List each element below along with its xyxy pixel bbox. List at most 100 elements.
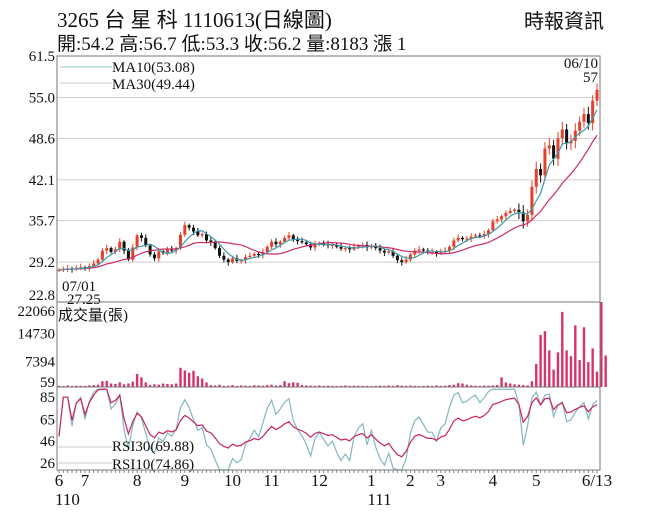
candle-body xyxy=(278,241,282,245)
volume-bar xyxy=(79,385,82,387)
volume-bar xyxy=(526,385,529,387)
candle-body xyxy=(573,130,577,141)
x-tick-label: 1 xyxy=(367,471,376,490)
volume-bar xyxy=(322,385,325,387)
candle-body xyxy=(148,245,152,255)
candle-body xyxy=(404,259,408,263)
candle-body xyxy=(183,225,187,235)
candle-body xyxy=(456,237,460,241)
candle-body xyxy=(417,249,421,251)
x-tick-label: 10 xyxy=(224,471,241,490)
candle-body xyxy=(57,269,61,271)
rsi10-legend: RSI10(74.86) xyxy=(112,457,194,473)
candle-body xyxy=(421,249,425,251)
volume-bar xyxy=(153,384,156,387)
volume-bar xyxy=(587,361,590,387)
volume-bar xyxy=(443,385,447,387)
price-y-tick: 29.2 xyxy=(29,255,55,271)
candle-body xyxy=(395,255,399,261)
candle-body xyxy=(565,129,569,144)
volume-bar xyxy=(595,371,599,387)
volume-bar xyxy=(227,385,230,387)
candle-body xyxy=(465,238,469,240)
candle-body xyxy=(187,225,191,228)
volume-bar xyxy=(218,384,221,387)
volume-bar xyxy=(435,385,438,387)
candle-body xyxy=(413,250,417,255)
price-y-tick: 48.6 xyxy=(29,131,56,147)
volume-bar xyxy=(253,385,256,387)
candle-body xyxy=(343,248,347,250)
x-tick-label: 8 xyxy=(133,471,142,490)
volume-bar xyxy=(144,382,147,387)
candle-body xyxy=(560,129,564,139)
volume-bar xyxy=(57,385,61,387)
volume-bar xyxy=(66,385,69,387)
candle-body xyxy=(291,235,295,240)
candle-body xyxy=(356,245,360,247)
candle-body xyxy=(330,244,334,246)
volume-bar xyxy=(118,382,121,387)
volume-bar xyxy=(344,385,347,387)
volume-bar xyxy=(469,385,473,387)
rsi-lines xyxy=(58,388,598,471)
volume-bar xyxy=(522,385,525,387)
volume-bar xyxy=(556,352,560,387)
volume-bar xyxy=(422,385,425,387)
volume-bar xyxy=(391,385,395,387)
candle-body xyxy=(461,237,464,240)
volume-bar xyxy=(166,383,169,387)
candle-body xyxy=(205,234,209,241)
volume-bar xyxy=(513,384,516,387)
x-tick-label: 7 xyxy=(81,471,90,490)
candle-body xyxy=(543,148,547,176)
candle-body xyxy=(482,234,486,236)
volume-bar xyxy=(270,384,273,387)
volume-bar xyxy=(231,385,234,387)
volume-bar xyxy=(565,350,568,387)
volume-bar xyxy=(478,385,482,387)
candle-body xyxy=(526,214,530,222)
volume-bar xyxy=(287,383,291,387)
volume-bar xyxy=(339,385,343,387)
volume-bar xyxy=(83,385,87,387)
x-tick-label: 4 xyxy=(489,471,498,490)
candle-body xyxy=(552,145,556,159)
candle-body xyxy=(118,241,122,250)
candle-body xyxy=(257,253,261,256)
candle-body xyxy=(105,248,109,251)
volume-bar xyxy=(140,377,143,387)
price-y-tick: 42.1 xyxy=(29,173,55,189)
volume-bar xyxy=(504,382,508,387)
volume-bar xyxy=(131,381,134,387)
volume-bar xyxy=(539,334,542,387)
volume-bar xyxy=(465,384,469,387)
volume-bar xyxy=(170,384,174,387)
x-year-label: 111 xyxy=(367,490,391,509)
volume-bar xyxy=(561,311,564,387)
candle-body xyxy=(378,248,382,251)
candle-body xyxy=(144,237,148,246)
volume-bar xyxy=(114,383,117,387)
candle-body xyxy=(109,248,113,252)
candle-body xyxy=(135,235,139,248)
chart-title: 3265 台 星 科 1110613(日線圖) xyxy=(57,8,332,32)
x-tick-label: 3 xyxy=(437,471,446,490)
candlesticks xyxy=(57,83,599,273)
volume-y-tick: 22066 xyxy=(18,304,56,320)
candle-body xyxy=(578,121,582,131)
candle-body xyxy=(335,244,339,247)
volume-bar xyxy=(187,372,191,387)
price-y-tick: 22.8 xyxy=(29,288,55,304)
candle-body xyxy=(152,254,156,259)
ma10-legend: MA10(53.08) xyxy=(112,60,195,76)
x-tick-label: 2 xyxy=(406,471,415,490)
candle-body xyxy=(478,235,482,237)
volume-bar xyxy=(430,385,434,387)
candle-body xyxy=(348,248,352,250)
volume-bar xyxy=(296,382,299,387)
candle-body xyxy=(521,212,525,222)
volume-bar xyxy=(361,385,364,387)
candle-body xyxy=(408,254,412,260)
